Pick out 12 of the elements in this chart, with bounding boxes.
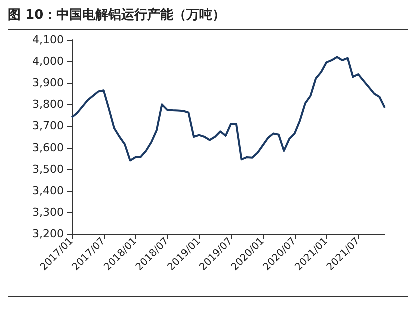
- chart-title: 图 10：中国电解铝运行产能（万吨）: [8, 6, 408, 30]
- y-tick-label: 4,000: [32, 55, 64, 68]
- y-tick-label: 3,900: [32, 76, 64, 90]
- y-tick-label: 4,100: [32, 34, 64, 46]
- y-tick-label: 3,800: [32, 98, 64, 112]
- y-tick-label: 3,200: [32, 228, 64, 240]
- y-tick-label: 3,400: [32, 184, 64, 198]
- y-tick-label: 3,600: [32, 141, 64, 154]
- y-tick-label: 3,700: [32, 120, 64, 133]
- y-tick-label: 3,300: [32, 206, 64, 219]
- line-series: [71, 56, 386, 162]
- y-tick-label: 3,500: [32, 162, 64, 176]
